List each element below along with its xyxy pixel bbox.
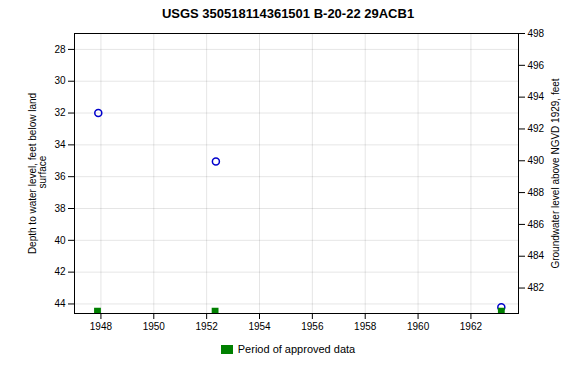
svg-text:36: 36 [54, 171, 66, 182]
html-text:Period of approved data: Period of approved data [237, 343, 356, 355]
svg-text:492: 492 [528, 123, 545, 134]
svg-text:40: 40 [54, 235, 66, 246]
svg-text:488: 488 [528, 187, 545, 198]
svg-text:44: 44 [54, 298, 66, 309]
svg-text:484: 484 [528, 250, 545, 261]
svg-text:34: 34 [54, 139, 66, 150]
svg-text:1962: 1962 [460, 321, 483, 332]
svg-text:38: 38 [54, 203, 66, 214]
svg-text:1960: 1960 [407, 321, 430, 332]
svg-text:1954: 1954 [248, 321, 271, 332]
svg-text:494: 494 [528, 91, 545, 102]
svg-text:1958: 1958 [354, 321, 377, 332]
svg-text:30: 30 [54, 75, 66, 86]
svg-text:32: 32 [54, 107, 66, 118]
svg-text:498: 498 [528, 28, 545, 39]
svg-text:482: 482 [528, 282, 545, 293]
svg-text:42: 42 [54, 266, 66, 277]
svg-text:1950: 1950 [143, 321, 166, 332]
svg-text:Groundwater level above NGVD 1: Groundwater level above NGVD 1929, feet [550, 78, 561, 268]
svg-text:496: 496 [528, 60, 545, 71]
svg-text:486: 486 [528, 219, 545, 230]
svg-text:1956: 1956 [301, 321, 324, 332]
svg-text:1948: 1948 [90, 321, 113, 332]
svg-text:Depth to water level, feet bel: Depth to water level, feet below land su… [27, 93, 48, 254]
svg-text:1952: 1952 [196, 321, 219, 332]
html-text:USGS 350518114361501 B-20-22 2: USGS 350518114361501 B-20-22 29ACB1 [161, 6, 415, 21]
svg-text:28: 28 [54, 44, 66, 55]
svg-text:490: 490 [528, 155, 545, 166]
